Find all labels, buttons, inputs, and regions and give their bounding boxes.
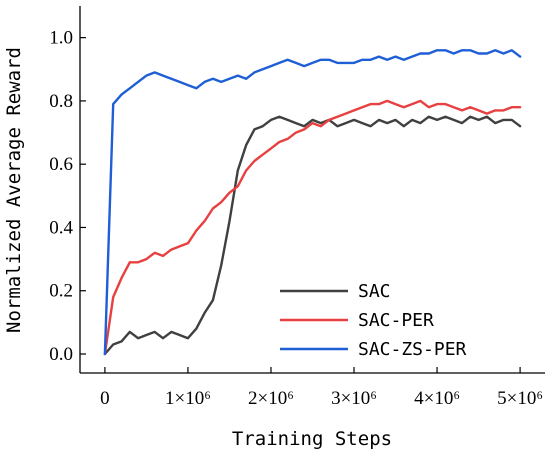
series-line-sac-per xyxy=(103,99,522,356)
x-tick-label: 4×10⁶ xyxy=(414,388,460,409)
series-line-sac xyxy=(103,115,522,356)
y-tick-label: 0.4 xyxy=(49,217,73,238)
x-axis-label: Training Steps xyxy=(232,428,392,450)
y-tick-label: 0.8 xyxy=(49,91,73,112)
x-tick-label: 0 xyxy=(100,388,110,409)
y-axis-label: Normalized Average Reward xyxy=(3,47,25,333)
legend-label-sac-zs-per: SAC-ZS-PER xyxy=(358,339,467,360)
x-tick-label: 5×10⁶ xyxy=(497,388,543,409)
axes: 0.0 0.2 0.4 0.6 0.8 1.0 0 1×10⁶ 2×10⁶ 3×10⁶ 4×10⁶ 5… xyxy=(49,6,545,409)
series-line-sac-zs-per xyxy=(103,49,522,356)
legend: SAC SAC-PER SAC-ZS-PER xyxy=(280,281,467,360)
legend-label-sac-per: SAC-PER xyxy=(358,310,434,331)
x-tick-label: 3×10⁶ xyxy=(331,388,377,409)
legend-label-sac: SAC xyxy=(358,281,391,302)
x-tick-label: 1×10⁶ xyxy=(165,388,211,409)
series-lines xyxy=(103,49,522,356)
y-tick-label: 1.0 xyxy=(49,28,73,49)
y-tick-label: 0.6 xyxy=(49,154,73,175)
y-tick-label: 0.2 xyxy=(49,281,73,302)
y-tick-label: 0.0 xyxy=(49,344,73,365)
x-tick-label: 2×10⁶ xyxy=(248,388,294,409)
